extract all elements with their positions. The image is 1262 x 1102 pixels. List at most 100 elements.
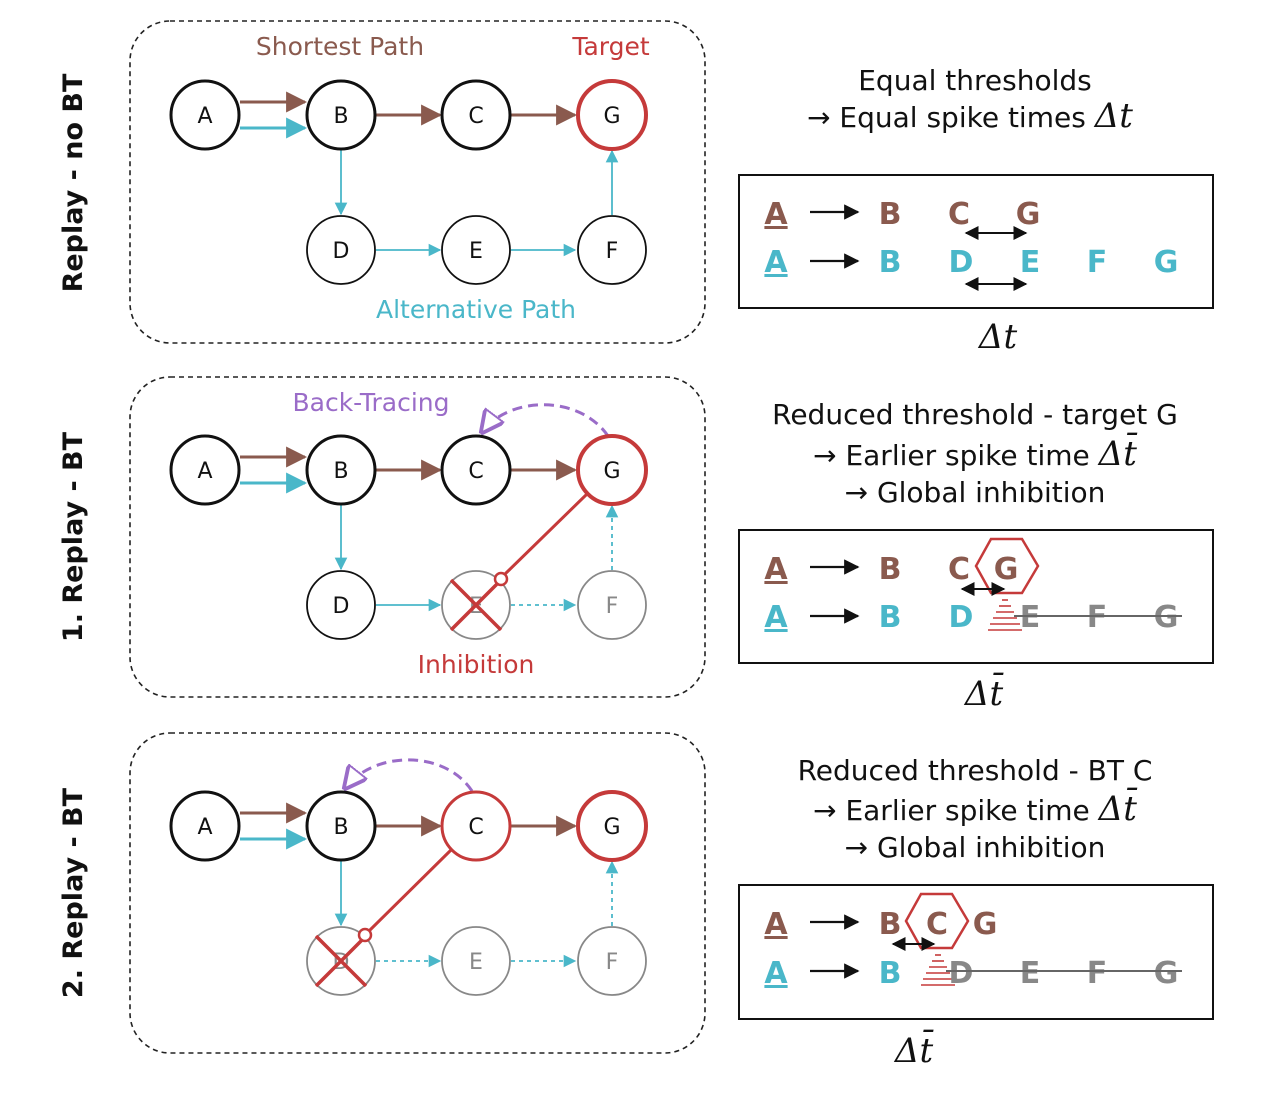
seq-bottom-b: B	[879, 245, 902, 280]
panel3-seq-top: A B C G	[764, 907, 997, 942]
panel2-desc-line2-wrap: → Earlier spike time Δt̄	[813, 432, 1138, 474]
node-e: E	[441, 926, 511, 996]
seq-top-c: C	[948, 197, 970, 232]
node-label: E	[469, 239, 483, 264]
seq-top-c: C	[948, 552, 970, 587]
node-label: B	[333, 459, 348, 484]
panel2-desc-symbol: Δt̄	[1097, 432, 1138, 474]
node-a: A	[169, 790, 241, 862]
panel1-desc-line2: → Equal spike times	[807, 101, 1086, 134]
panel2-side-label: 1. Replay - BT	[58, 431, 89, 642]
panel3-caption: Δt̄	[893, 1029, 934, 1071]
seq-bottom-e: E	[1020, 956, 1041, 991]
panel2-caption: Δt̄	[963, 672, 1004, 714]
seq-top-g: G	[973, 907, 998, 942]
seq-top-c: C	[926, 907, 948, 942]
seq-bottom-f: F	[1087, 245, 1108, 280]
seq-bottom-d: D	[949, 245, 974, 280]
inhibition-line	[367, 848, 453, 933]
panel1-desc-line2-wrap: → Equal spike times Δt	[807, 96, 1133, 136]
node-label: D	[333, 594, 350, 619]
hexagon-highlight-g	[974, 537, 1040, 595]
seq-bottom-g: G	[1154, 956, 1179, 991]
node-label: A	[197, 459, 212, 484]
inhibition-terminal	[357, 927, 373, 943]
panel3-desc-line2: → Earlier spike time	[813, 794, 1090, 827]
inhibition-wave-icon	[988, 599, 1022, 631]
node-f: F	[577, 570, 647, 640]
node-f: F	[577, 215, 647, 285]
node-c: C	[440, 79, 512, 151]
node-label: A	[197, 104, 212, 129]
seq-top-g: G	[1016, 197, 1041, 232]
panel2-frame	[129, 376, 706, 698]
node-d-inhibited: D	[306, 926, 376, 996]
backtracing-arrow	[345, 758, 474, 791]
node-label: F	[606, 239, 619, 264]
seq-top-a: A	[764, 197, 788, 232]
backtracing-arrow	[482, 403, 610, 436]
node-a: A	[169, 434, 241, 506]
panel3-desc-line3: → Global inhibition	[845, 831, 1106, 864]
node-label: C	[468, 459, 483, 484]
panel2-sequence-box	[738, 529, 1214, 664]
seq-bottom-d: D	[949, 600, 974, 635]
panel1-seq-bottom: A B D E F G	[764, 245, 1178, 280]
panel2-seq-bottom: A B D E F G	[764, 600, 1178, 635]
node-g-target: G	[576, 790, 648, 862]
node-d: D	[306, 570, 376, 640]
node-b: B	[305, 790, 377, 862]
seq-bottom-b: B	[879, 956, 902, 991]
seq-bottom-e: E	[1020, 600, 1041, 635]
node-a: A	[169, 79, 241, 151]
panel2-desc-line2: → Earlier spike time	[813, 439, 1090, 472]
panel3-desc-line2-wrap: → Earlier spike time Δt̄	[813, 787, 1138, 829]
panel3-side-label: 2. Replay - BT	[58, 787, 89, 998]
node-c: C	[440, 434, 512, 506]
seq-bottom-g: G	[1154, 245, 1179, 280]
cross-mark	[314, 934, 368, 988]
inhibition-wave-icon	[921, 954, 955, 986]
hexagon-highlight-c	[904, 892, 970, 950]
target-label: Target	[571, 32, 650, 61]
panel1-caption: Δt	[977, 317, 1018, 357]
seq-top-a: A	[764, 552, 788, 587]
inhibition-label: Inhibition	[418, 650, 535, 679]
seq-bottom-f: F	[1087, 956, 1108, 991]
node-label: G	[603, 459, 620, 484]
seq-top-g: G	[994, 552, 1019, 587]
alternative-path-label: Alternative Path	[376, 295, 576, 324]
panel2-desc-line1: Reduced threshold - target G	[772, 398, 1178, 431]
seq-bottom-f: F	[1087, 600, 1108, 635]
seq-top-b: B	[879, 197, 902, 232]
node-label: E	[469, 950, 483, 975]
panel1-seq-top: A B C G	[764, 197, 1040, 232]
node-d: D	[306, 215, 376, 285]
node-g-target: G	[576, 434, 648, 506]
node-g-target: G	[576, 79, 648, 151]
node-c-highlighted: C	[440, 790, 512, 862]
cross-mark	[449, 578, 503, 632]
node-label: F	[606, 594, 619, 619]
panel1-sequence-box	[738, 174, 1214, 309]
backtracing-label: Back-Tracing	[292, 388, 449, 417]
panel-replay-no-bt: Replay - no BT Shortest Path Target Alte…	[58, 20, 1214, 357]
seq-top-a: A	[764, 907, 788, 942]
inhibition-line	[502, 492, 589, 577]
node-label: F	[606, 950, 619, 975]
seq-top-b: B	[879, 907, 902, 942]
node-label: A	[197, 815, 212, 840]
node-label: G	[603, 815, 620, 840]
node-b: B	[305, 79, 377, 151]
panel2-desc-line3: → Global inhibition	[845, 476, 1106, 509]
node-label: C	[468, 815, 483, 840]
node-label: B	[333, 104, 348, 129]
panel-replay-bt-1: 1. Replay - BT Back-Tracing Inhibition A…	[58, 376, 1214, 714]
node-label: C	[468, 104, 483, 129]
panel3-seq-bottom: A B D E F G	[764, 956, 1178, 991]
node-b: B	[305, 434, 377, 506]
seq-bottom-a: A	[764, 245, 788, 280]
seq-bottom-e: E	[1020, 245, 1041, 280]
node-label: D	[333, 239, 350, 264]
panel1-desc-symbol: Δt	[1093, 96, 1134, 136]
